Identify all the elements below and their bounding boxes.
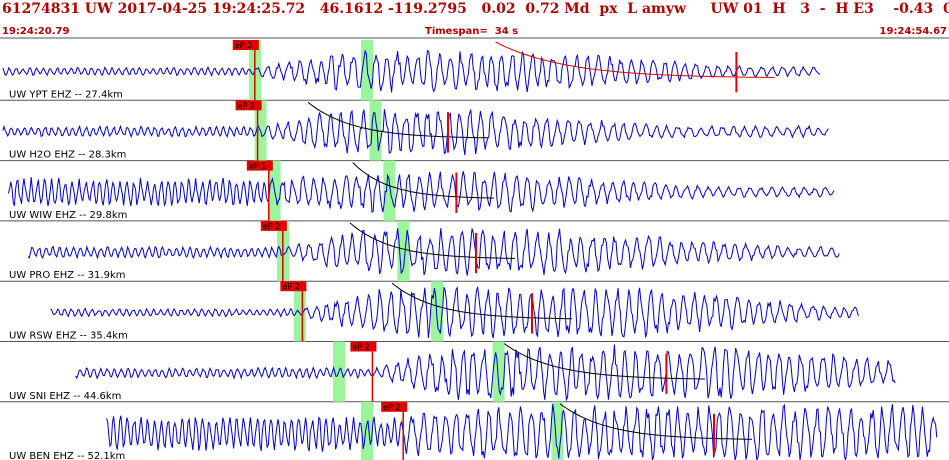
trace-row[interactable]: eP 2 UW SNI EHZ -- 44.6km (0, 341, 949, 403)
timespan-value: 34 s (494, 26, 519, 37)
waveform (7, 171, 835, 213)
pick-flag[interactable] (350, 341, 377, 352)
pick-label: eP 2 (352, 343, 369, 352)
coda-curve (352, 162, 494, 199)
waveform (27, 228, 840, 276)
timespan-readout: Timespan= 34 s (425, 26, 518, 37)
pick-flag[interactable] (235, 100, 262, 111)
pick-label: eP 1 (249, 162, 266, 171)
end-time: 19:24:54.67 (879, 26, 947, 37)
pick-label: eP 2 (263, 222, 280, 231)
event-summary-line: 61274831 UW 2017-04-25 19:24:25.72 46.16… (2, 1, 949, 17)
station-label: UW PRO EHZ -- 31.9km (9, 270, 125, 281)
event-header: 61274831 UW 2017-04-25 19:24:25.72 46.16… (0, 0, 949, 24)
coda-curve (307, 101, 488, 139)
station-label: UW YPT EHZ -- 27.4km (9, 89, 123, 100)
station-label: UW SNI EHZ -- 44.6km (9, 391, 121, 402)
trace-row[interactable]: eP 2 UW H2O EHZ -- 28.3km (0, 100, 949, 162)
pick-label: eP 2 (282, 282, 299, 291)
coda-curve (495, 41, 775, 78)
pick-flag[interactable] (232, 40, 259, 50)
waveform (50, 285, 860, 339)
station-label: UW H2O EHZ -- 28.3km (9, 150, 126, 161)
waveform (2, 49, 821, 93)
trace-row[interactable]: eP 2 UW RSW EHZ -- 35.4km (0, 281, 949, 342)
trace-row[interactable]: eP 2 UW BEN EHZ -- 52.1km (0, 401, 949, 460)
trace-row[interactable]: eP 2 UW PRO EHZ -- 31.9km (0, 220, 949, 282)
pick-flag[interactable] (381, 401, 408, 412)
pick-label: eP 2 (383, 403, 400, 412)
coda-curve (559, 403, 753, 440)
pick-label: eP 2 (238, 101, 255, 110)
pick-flag[interactable] (260, 220, 287, 231)
station-label: UW RSW EHZ -- 35.4km (9, 331, 128, 342)
waveform (105, 403, 938, 460)
pick-label: eP 2 (235, 41, 252, 50)
station-label: UW BEN EHZ -- 52.1km (9, 451, 125, 460)
coda-curve (349, 222, 515, 259)
station-label: UW WIW EHZ -- 29.8km (9, 210, 127, 221)
coda-curve (391, 282, 572, 320)
p-window (361, 401, 373, 460)
trace-row[interactable]: eP 2 UW YPT EHZ -- 27.4km (0, 40, 949, 101)
waveform (2, 109, 829, 156)
start-time: 19:24:20.79 (2, 26, 70, 37)
pick-flag[interactable] (280, 281, 307, 292)
trace-row[interactable]: eP 1 UW WIW EHZ -- 29.8km (0, 160, 949, 222)
timespan-label: Timespan= (425, 26, 488, 37)
s-window (492, 341, 505, 402)
coda-curve (503, 343, 705, 380)
waveform (75, 344, 896, 402)
s-window (383, 160, 396, 221)
pick-flag[interactable] (246, 160, 273, 171)
